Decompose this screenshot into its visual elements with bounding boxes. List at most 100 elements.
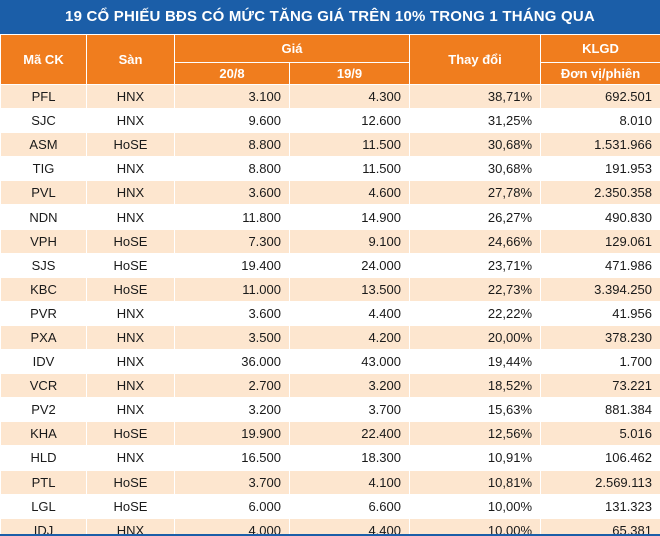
cell-code: LGL	[0, 493, 87, 519]
cell-price-2: 4.400	[289, 300, 410, 326]
cell-change: 10,00%	[409, 493, 541, 519]
table-row: VCR HNX 2.700 3.200 18,52% 73.221	[0, 373, 660, 399]
cell-change: 27,78%	[409, 180, 541, 206]
cell-price-2: 4.100	[289, 469, 410, 495]
stock-table: Mã CK Sàn Giá Thay đổi KLGD 20/8 19/9 Đơ…	[0, 34, 660, 536]
cell-volume: 1.700	[540, 349, 660, 375]
cell-price-1: 3.100	[174, 83, 290, 110]
table-row: LGL HoSE 6.000 6.600 10,00% 131.323	[0, 493, 660, 519]
cell-price-1: 3.600	[174, 180, 290, 206]
cell-price-1: 7.300	[174, 228, 290, 254]
cell-change: 24,66%	[409, 228, 541, 254]
cell-exchange: HoSE	[86, 228, 175, 254]
cell-price-1: 3.500	[174, 324, 290, 351]
cell-price-2: 3.200	[289, 373, 410, 399]
table-body: PFL HNX 3.100 4.300 38,71% 692.501 SJC HNX 9.600…	[0, 83, 660, 536]
cell-change: 30,68%	[409, 156, 541, 182]
cell-price-1: 2.700	[174, 373, 290, 399]
cell-exchange: HoSE	[86, 252, 175, 278]
table-row: PXA HNX 3.500 4.200 20,00% 378.230	[0, 324, 660, 351]
cell-change: 18,52%	[409, 373, 541, 399]
cell-volume: 692.501	[540, 83, 660, 110]
cell-exchange: HoSE	[86, 276, 175, 302]
cell-exchange: HNX	[86, 108, 175, 134]
cell-exchange: HNX	[86, 397, 175, 423]
cell-price-2: 11.500	[289, 156, 410, 182]
header-date-1: 20/8	[174, 62, 290, 85]
page-title: 19 CỔ PHIẾU BĐS CÓ MỨC TĂNG GIÁ TRÊN 10%…	[0, 0, 660, 34]
cell-volume: 5.016	[540, 421, 660, 447]
cell-change: 31,25%	[409, 108, 541, 134]
table-row: IDJ HNX 4.000 4.400 10,00% 65.381	[0, 517, 660, 536]
cell-exchange: HNX	[86, 83, 175, 110]
cell-exchange: HNX	[86, 373, 175, 399]
cell-code: KHA	[0, 421, 87, 447]
cell-volume: 2.569.113	[540, 469, 660, 495]
cell-exchange: HoSE	[86, 132, 175, 158]
cell-volume: 41.956	[540, 300, 660, 326]
cell-volume: 378.230	[540, 324, 660, 351]
cell-code: SJC	[0, 108, 87, 134]
cell-price-1: 36.000	[174, 349, 290, 375]
cell-volume: 106.462	[540, 445, 660, 471]
header-san: Sàn	[86, 34, 175, 85]
cell-volume: 65.381	[540, 517, 660, 536]
cell-change: 23,71%	[409, 252, 541, 278]
cell-code: IDJ	[0, 517, 87, 536]
header-klgd: KLGD	[540, 34, 660, 63]
cell-code: PXA	[0, 324, 87, 351]
cell-change: 20,00%	[409, 324, 541, 351]
cell-exchange: HNX	[86, 300, 175, 326]
cell-price-1: 19.900	[174, 421, 290, 447]
cell-price-2: 43.000	[289, 349, 410, 375]
table-row: PV2 HNX 3.200 3.700 15,63% 881.384	[0, 397, 660, 423]
table-row: NDN HNX 11.800 14.900 26,27% 490.830	[0, 204, 660, 230]
cell-price-1: 16.500	[174, 445, 290, 471]
cell-price-2: 4.400	[289, 517, 410, 536]
cell-code: KBC	[0, 276, 87, 302]
table-row: IDV HNX 36.000 43.000 19,44% 1.700	[0, 349, 660, 375]
cell-exchange: HNX	[86, 204, 175, 230]
cell-code: TIG	[0, 156, 87, 182]
cell-exchange: HNX	[86, 156, 175, 182]
cell-exchange: HoSE	[86, 469, 175, 495]
header-thay-doi: Thay đổi	[409, 34, 541, 85]
cell-price-2: 11.500	[289, 132, 410, 158]
cell-price-2: 9.100	[289, 228, 410, 254]
cell-volume: 3.394.250	[540, 276, 660, 302]
cell-change: 30,68%	[409, 132, 541, 158]
cell-volume: 131.323	[540, 493, 660, 519]
table-row: PVL HNX 3.600 4.600 27,78% 2.350.358	[0, 180, 660, 206]
cell-volume: 191.953	[540, 156, 660, 182]
cell-price-2: 13.500	[289, 276, 410, 302]
cell-price-2: 4.200	[289, 324, 410, 351]
cell-change: 10,00%	[409, 517, 541, 536]
cell-price-1: 8.800	[174, 132, 290, 158]
cell-price-2: 24.000	[289, 252, 410, 278]
cell-price-1: 3.200	[174, 397, 290, 423]
cell-change: 22,73%	[409, 276, 541, 302]
cell-price-2: 6.600	[289, 493, 410, 519]
cell-code: HLD	[0, 445, 87, 471]
table-row: VPH HoSE 7.300 9.100 24,66% 129.061	[0, 228, 660, 254]
cell-volume: 8.010	[540, 108, 660, 134]
table-row: KBC HoSE 11.000 13.500 22,73% 3.394.250	[0, 276, 660, 302]
table-row: SJC HNX 9.600 12.600 31,25% 8.010	[0, 108, 660, 134]
cell-change: 38,71%	[409, 83, 541, 110]
cell-volume: 471.986	[540, 252, 660, 278]
cell-volume: 490.830	[540, 204, 660, 230]
cell-price-2: 3.700	[289, 397, 410, 423]
cell-price-1: 8.800	[174, 156, 290, 182]
table-row: HLD HNX 16.500 18.300 10,91% 106.462	[0, 445, 660, 471]
cell-exchange: HNX	[86, 324, 175, 351]
cell-code: PV2	[0, 397, 87, 423]
cell-exchange: HoSE	[86, 493, 175, 519]
cell-code: PTL	[0, 469, 87, 495]
table-row: SJS HoSE 19.400 24.000 23,71% 471.986	[0, 252, 660, 278]
cell-volume: 129.061	[540, 228, 660, 254]
header-klgd-unit: Đơn vị/phiên	[540, 62, 660, 85]
cell-exchange: HNX	[86, 445, 175, 471]
cell-code: ASM	[0, 132, 87, 158]
cell-code: NDN	[0, 204, 87, 230]
